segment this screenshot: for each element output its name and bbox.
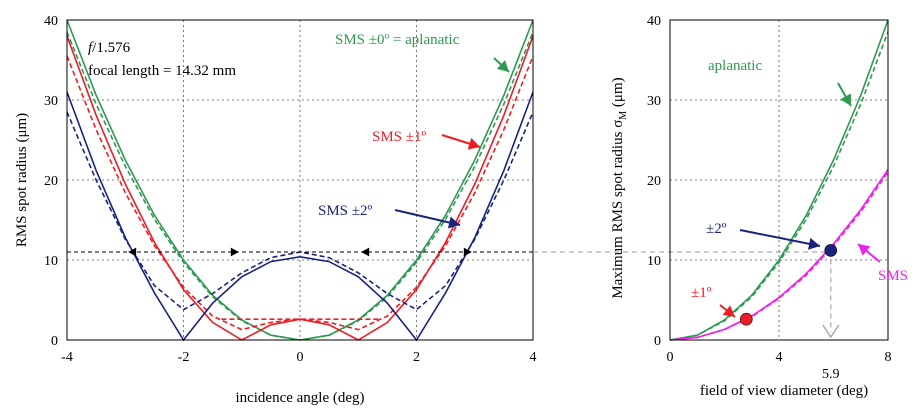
right-x-tick-label: 8 bbox=[885, 350, 892, 365]
left-y-tick-label: 30 bbox=[44, 94, 58, 109]
left-guide-arrows bbox=[128, 247, 472, 257]
arrow-aplanatic-right-head bbox=[840, 93, 851, 106]
right-series-sms-dashed bbox=[669, 171, 889, 341]
annotation-pm2: ±2º bbox=[706, 221, 727, 237]
left-y-tick-label: 10 bbox=[44, 254, 58, 269]
f-number-value: /1.576 bbox=[92, 40, 130, 56]
right-y-tick-label: 20 bbox=[647, 174, 661, 189]
left-y-axis-label: RMS spot radius (μm) bbox=[14, 113, 30, 247]
right-series-aplanatic-dashed bbox=[669, 31, 889, 341]
left-x-tick-label: 0 bbox=[297, 350, 304, 365]
focal-length-annotation: focal length = 14.32 mm bbox=[88, 63, 236, 79]
left-series-sms1-dashed bbox=[66, 55, 534, 331]
right-point-p2 bbox=[824, 244, 838, 257]
right-grid bbox=[670, 20, 888, 340]
arrow-pm2-shaft bbox=[739, 229, 821, 247]
right-chart: 0 4 8 5.9 0 10 20 30 40 field of view diameter (… bbox=[610, 14, 908, 399]
left-x-axis-label: incidence angle (deg) bbox=[235, 390, 364, 406]
annotation-sms-right: SMS bbox=[878, 268, 908, 284]
arrow-sms-2-head bbox=[447, 216, 460, 229]
right-points bbox=[739, 244, 838, 326]
right-y-tick-label: 0 bbox=[654, 334, 661, 349]
right-y-axis-label: Maximum RMS spot radius σM (μm) bbox=[610, 77, 629, 298]
left-x-tick-label: -2 bbox=[178, 350, 190, 365]
guide-arrow-right-1 bbox=[361, 247, 370, 257]
left-series-sms2-solid bbox=[66, 91, 534, 342]
left-y-tick-label: 0 bbox=[51, 334, 58, 349]
left-x-tick-label: 2 bbox=[413, 350, 420, 365]
right-x-tick-label: 0 bbox=[667, 350, 674, 365]
right-guide bbox=[822, 250, 840, 339]
annotation-aplanatic-right: aplanatic bbox=[708, 58, 762, 74]
guide-arrow-left-1 bbox=[128, 247, 137, 257]
left-annotation-arrows bbox=[394, 57, 510, 229]
arrow-sms-right-head bbox=[858, 244, 871, 256]
left-x-tick-label: -4 bbox=[61, 350, 73, 365]
arrow-sms-2-shaft bbox=[394, 209, 461, 226]
annotation-sms-1: SMS ±1º bbox=[372, 129, 427, 145]
right-series-aplanatic-solid bbox=[669, 19, 889, 341]
right-y-tick-label: 10 bbox=[647, 254, 661, 269]
annotation-pm1: ±1º bbox=[691, 285, 712, 301]
arrow-sms-1-head bbox=[467, 137, 480, 150]
f-number-prefix: f bbox=[88, 40, 94, 56]
right-x-tick-label-extra: 5.9 bbox=[822, 367, 840, 382]
right-vertical-guide-head bbox=[822, 324, 840, 339]
guide-arrow-right-2 bbox=[463, 247, 472, 257]
right-tick-labels: 0 4 8 5.9 0 10 20 30 40 bbox=[647, 14, 892, 382]
left-plot-frame bbox=[66, 19, 534, 341]
left-y-tick-label: 20 bbox=[44, 174, 58, 189]
right-y-label-main: Maximum RMS spot radius σ bbox=[610, 120, 626, 299]
right-y-label-unit: (μm) bbox=[610, 77, 626, 110]
right-plot-frame bbox=[669, 19, 889, 341]
right-y-tick-label: 40 bbox=[647, 14, 661, 29]
f-number-annotation: f/1.576 bbox=[88, 40, 131, 56]
right-x-axis-label: field of view diameter (deg) bbox=[700, 383, 868, 399]
right-x-tick-label: 4 bbox=[776, 350, 783, 365]
right-y-label-sub: M bbox=[618, 111, 629, 120]
left-y-tick-label: 40 bbox=[44, 14, 58, 29]
annotation-aplanatic: SMS ±0º = aplanatic bbox=[335, 32, 460, 48]
right-y-tick-label: 30 bbox=[647, 94, 661, 109]
guide-arrow-left-2 bbox=[230, 247, 239, 257]
arrow-pm1-head bbox=[722, 305, 735, 317]
arrow-pm2-head bbox=[808, 237, 820, 250]
annotation-sms-2: SMS ±2º bbox=[318, 203, 373, 219]
right-annotation-arrows bbox=[719, 82, 881, 318]
right-series bbox=[669, 19, 889, 341]
arrow-aplanatic-head bbox=[496, 60, 509, 72]
right-point-p1 bbox=[739, 312, 753, 326]
left-x-tick-label: 4 bbox=[530, 350, 537, 365]
